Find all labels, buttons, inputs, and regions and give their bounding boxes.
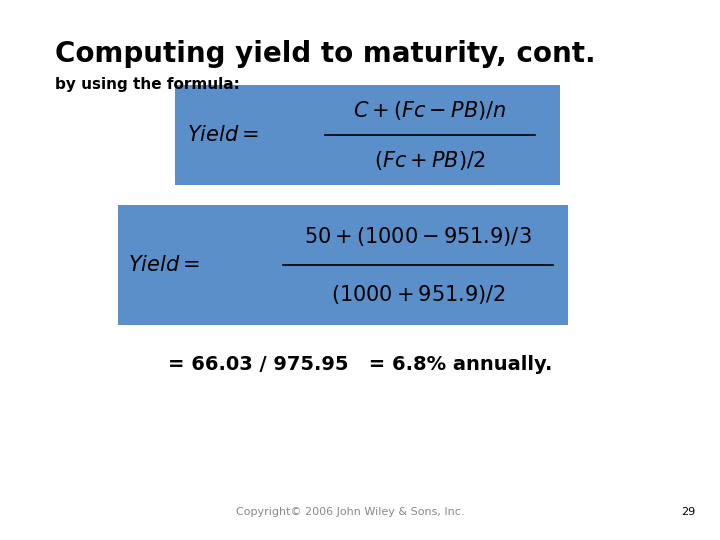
Text: Copyright© 2006 John Wiley & Sons, Inc.: Copyright© 2006 John Wiley & Sons, Inc. [235, 507, 464, 517]
Text: $\mathit{Yield} =$: $\mathit{Yield} =$ [187, 125, 259, 145]
Text: $50+(1000-951.9)/3$: $50+(1000-951.9)/3$ [304, 226, 532, 248]
Text: $\mathit{Yield} =$: $\mathit{Yield} =$ [128, 255, 200, 275]
FancyBboxPatch shape [118, 205, 568, 325]
FancyBboxPatch shape [175, 85, 560, 185]
Text: $(Fc+PB)/2$: $(Fc+PB)/2$ [374, 150, 486, 172]
Text: $C+(Fc-PB)/n$: $C+(Fc-PB)/n$ [354, 99, 507, 123]
Text: = 66.03 / 975.95   = 6.8% annually.: = 66.03 / 975.95 = 6.8% annually. [168, 355, 552, 375]
Text: by using the formula:: by using the formula: [55, 77, 240, 92]
Text: Computing yield to maturity, cont.: Computing yield to maturity, cont. [55, 40, 595, 68]
Text: $(1000+951.9)/2$: $(1000+951.9)/2$ [331, 284, 505, 307]
Text: 29: 29 [680, 507, 695, 517]
